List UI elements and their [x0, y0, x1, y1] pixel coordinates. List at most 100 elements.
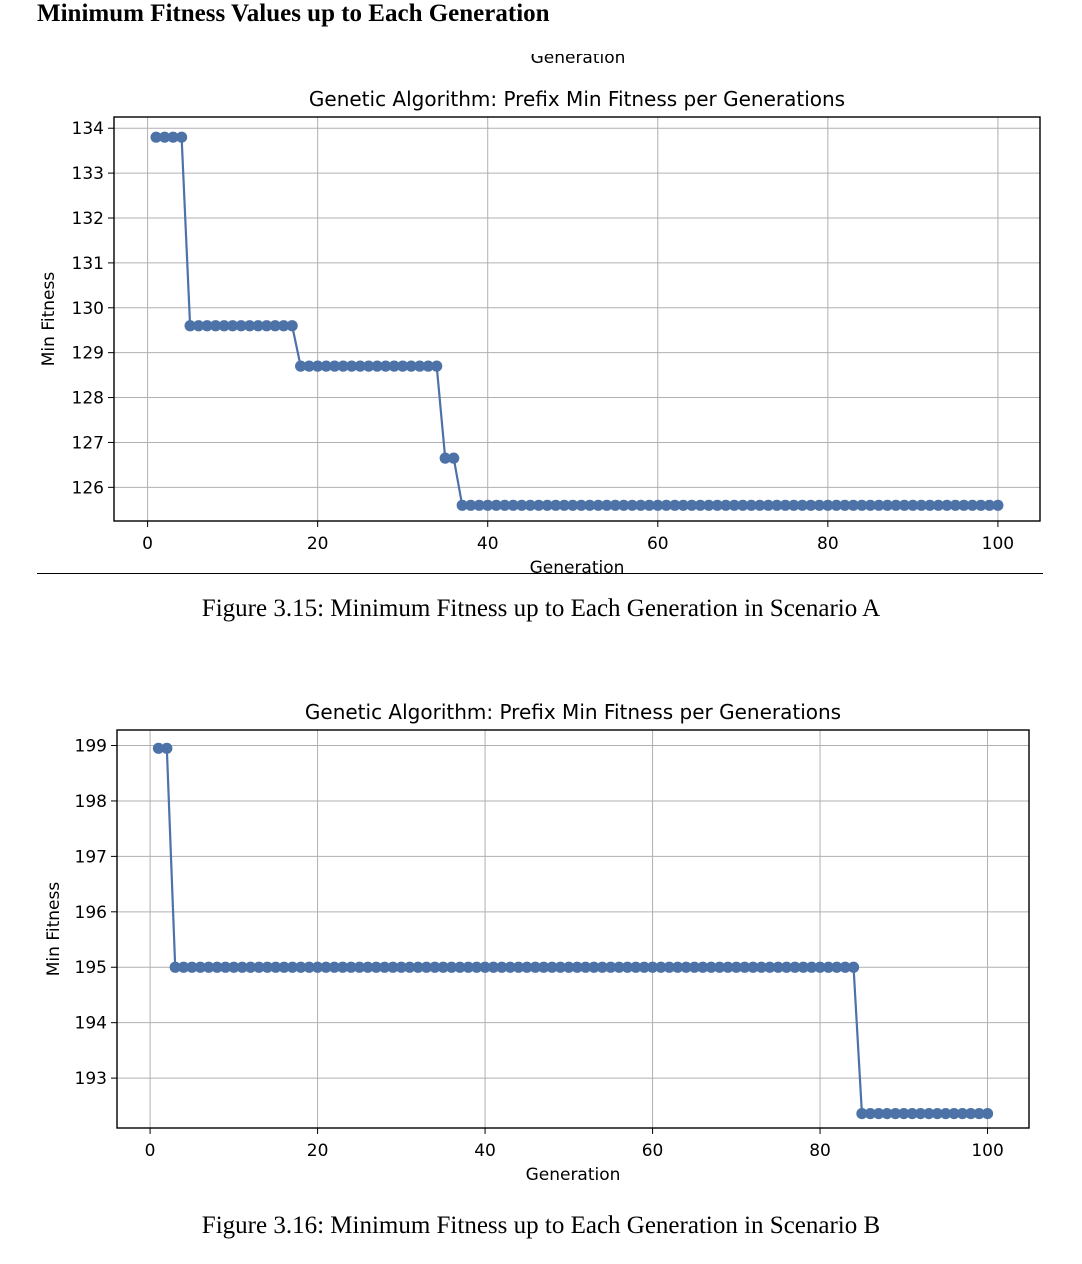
data-point [618, 499, 630, 511]
x-axis-label: Generation [526, 1165, 621, 1185]
data-point [686, 499, 698, 511]
data-point [437, 961, 449, 973]
data-point [328, 961, 340, 973]
data-point [516, 499, 528, 511]
data-point [711, 499, 723, 511]
x-tick-label: 100 [971, 1141, 1003, 1161]
data-point [923, 1107, 935, 1120]
data-point [431, 360, 443, 372]
data-point [864, 499, 876, 511]
data-point [235, 320, 247, 332]
data-point [261, 961, 273, 973]
data-point [703, 499, 715, 511]
data-point [956, 1107, 969, 1120]
data-point [169, 961, 181, 973]
data-point [546, 961, 558, 973]
data-point [890, 499, 902, 511]
data-point [363, 360, 375, 372]
data-point [295, 961, 307, 973]
data-point [177, 961, 190, 973]
data-point [609, 499, 621, 511]
plot-frame [113, 116, 1041, 522]
data-point [755, 961, 768, 973]
data-point [856, 1107, 868, 1120]
y-tick-label: 131 [72, 254, 104, 274]
data-point [158, 131, 171, 143]
data-point [167, 131, 179, 143]
data-point [915, 499, 927, 511]
data-point [630, 961, 642, 973]
data-point [873, 499, 885, 511]
x-tick-label: 80 [817, 534, 839, 554]
data-point [626, 499, 638, 511]
figure-caption-a: Figure 3.15: Minimum Fitness up to Each … [201, 595, 881, 622]
data-point [669, 499, 681, 511]
data-point [479, 961, 491, 973]
data-point [210, 320, 222, 332]
data-point [655, 961, 667, 973]
data-point [496, 961, 508, 973]
data-point [286, 320, 298, 332]
y-tick-label: 193 [75, 1069, 107, 1089]
data-point [789, 961, 801, 973]
data-point [303, 961, 315, 973]
y-tick-label: 197 [75, 847, 107, 867]
data-point [705, 961, 717, 973]
data-point [567, 499, 579, 511]
data-point [948, 1107, 960, 1120]
y-tick-label: 133 [72, 164, 104, 184]
data-point [822, 961, 835, 973]
data-point [354, 360, 366, 372]
data-point [814, 961, 826, 973]
data-point [227, 320, 239, 332]
data-point [362, 961, 374, 973]
data-point [278, 320, 290, 332]
data-point [345, 961, 357, 973]
data-point [643, 499, 655, 511]
data-point [722, 961, 734, 973]
data-point [672, 961, 684, 973]
data-point [822, 499, 834, 511]
figure-scenario-b: Genetic Algorithm: Prefix Min Fitness pe… [0, 690, 1082, 1190]
data-point [713, 961, 726, 973]
data-point [973, 1107, 985, 1120]
data-point [613, 961, 625, 973]
data-point [387, 961, 399, 973]
data-point [881, 1107, 893, 1120]
data-point [404, 961, 416, 973]
data-point [771, 499, 783, 511]
chart-title: Genetic Algorithm: Prefix Min Fitness pe… [309, 87, 845, 111]
data-point [575, 499, 587, 511]
data-point [579, 961, 592, 973]
data-point [965, 1107, 977, 1120]
data-point [482, 499, 494, 511]
data-point [638, 961, 650, 973]
data-point [380, 360, 392, 372]
y-tick-label: 194 [75, 1014, 107, 1034]
data-point [397, 360, 409, 372]
x-tick-label: 20 [307, 1141, 329, 1161]
data-point [405, 360, 417, 372]
data-point [203, 961, 215, 973]
data-point [378, 961, 391, 973]
data-point [429, 961, 441, 973]
y-axis-label: Min Fitness [44, 882, 64, 977]
data-point [694, 499, 706, 511]
data-point [949, 499, 961, 511]
y-tick-label: 196 [75, 903, 107, 923]
data-point [253, 961, 265, 973]
data-point [797, 961, 809, 973]
x-tick-label: 0 [145, 1141, 156, 1161]
data-point [422, 360, 434, 372]
figure-divider [37, 573, 1043, 574]
data-point [588, 961, 600, 973]
data-point [864, 1107, 876, 1120]
y-tick-label: 128 [72, 389, 104, 409]
data-point [312, 360, 324, 372]
data-point [439, 452, 451, 464]
data-point [688, 961, 701, 973]
y-tick-label: 126 [72, 478, 104, 498]
data-point [414, 360, 426, 372]
data-point [914, 1107, 927, 1120]
data-point [320, 961, 332, 973]
